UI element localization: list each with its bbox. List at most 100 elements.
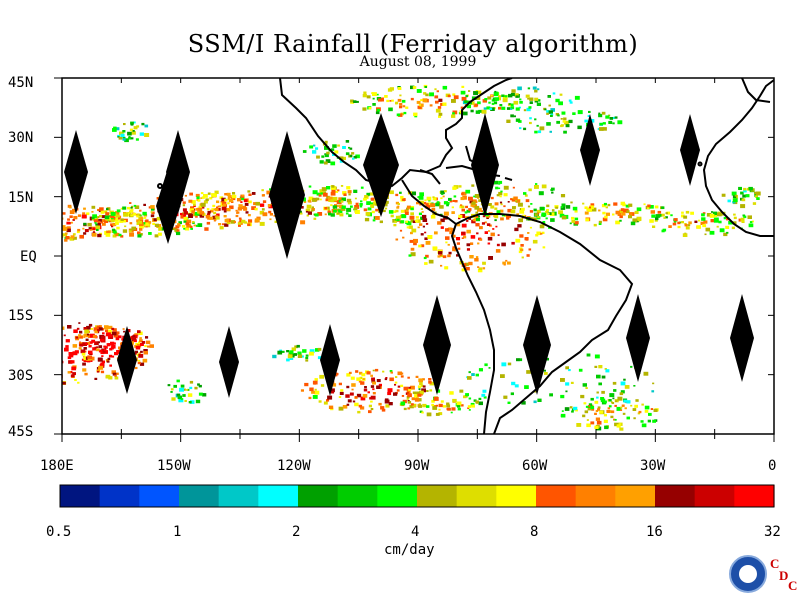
- rain-cell: [201, 206, 205, 209]
- lat-label: 15N: [8, 190, 33, 206]
- rain-cell: [47, 231, 52, 235]
- rain-cell: [365, 212, 371, 216]
- rain-cell: [517, 86, 522, 91]
- rain-cell: [654, 205, 659, 209]
- rain-cell: [424, 231, 427, 234]
- rain-cell: [79, 234, 84, 239]
- rain-cell: [198, 392, 203, 396]
- rain-cell: [13, 339, 18, 343]
- rain-cell: [353, 189, 358, 193]
- rain-cell: [490, 205, 494, 209]
- rain-cell: [105, 332, 111, 337]
- rain-cell: [622, 412, 626, 415]
- rain-cell: [106, 230, 111, 234]
- rain-cell: [641, 403, 644, 406]
- rain-cell: [510, 108, 513, 110]
- rain-cell: [362, 378, 365, 380]
- rain-cell: [519, 100, 523, 104]
- rain-cell: [477, 242, 480, 245]
- rain-cell: [194, 386, 198, 390]
- rain-cell: [481, 222, 485, 225]
- rain-cell: [585, 405, 589, 408]
- rain-cell: [210, 209, 214, 213]
- rain-cell: [115, 214, 120, 218]
- rain-cell: [446, 402, 450, 406]
- rain-cell: [713, 218, 719, 223]
- rain-cell: [198, 205, 203, 209]
- rain-cell: [456, 242, 460, 245]
- rain-cell: [111, 327, 115, 330]
- rain-cell: [406, 226, 410, 229]
- rain-cell: [76, 230, 80, 234]
- rain-cell: [69, 215, 73, 218]
- rain-cell: [452, 199, 456, 202]
- rain-cell: [465, 205, 468, 209]
- rain-cell: [482, 215, 486, 218]
- rain-cell: [247, 190, 251, 193]
- rain-cell: [546, 212, 550, 215]
- rain-cell: [57, 377, 60, 379]
- rain-cell: [588, 110, 591, 113]
- rain-cell: [378, 98, 382, 102]
- rain-cell: [590, 397, 594, 401]
- rain-cell: [76, 327, 80, 330]
- rain-cell: [116, 226, 120, 230]
- rain-cell: [351, 152, 355, 155]
- rain-cell: [35, 214, 37, 216]
- rain-cell: [44, 331, 47, 334]
- rain-cell: [719, 228, 725, 233]
- rain-cell: [360, 396, 366, 401]
- rain-cell: [212, 193, 217, 198]
- rain-cell: [598, 209, 601, 212]
- rain-cell: [517, 202, 523, 207]
- rain-cell: [402, 236, 405, 239]
- rain-cell: [370, 395, 376, 400]
- rain-cell: [306, 214, 309, 217]
- cdc-letter: C: [788, 578, 798, 593]
- rain-cell: [345, 152, 350, 156]
- rain-cell: [180, 214, 186, 219]
- rain-cell: [435, 404, 439, 407]
- rain-cell: [432, 197, 437, 201]
- rain-cell: [546, 110, 550, 113]
- colorbar-swatch: [417, 485, 458, 507]
- rain-cell: [515, 95, 519, 98]
- rain-cell: [243, 199, 248, 203]
- rain-cell: [535, 183, 538, 185]
- rain-cell: [119, 131, 124, 136]
- rain-cell: [523, 192, 527, 195]
- rain-cell: [508, 93, 513, 98]
- rain-cell: [419, 192, 424, 197]
- rain-cell: [543, 369, 546, 372]
- rain-cell: [191, 200, 196, 204]
- rain-cell: [99, 363, 105, 368]
- missing-swath: [156, 168, 180, 244]
- rain-cell: [137, 213, 140, 216]
- rain-cell: [430, 203, 436, 208]
- rain-cell: [584, 211, 589, 215]
- lat-label: EQ: [20, 249, 37, 265]
- lat-label: 45N: [8, 75, 33, 91]
- rain-cell: [272, 354, 277, 359]
- rain-cell: [345, 140, 350, 143]
- rain-cell: [38, 226, 41, 228]
- rain-cell: [243, 207, 248, 211]
- rain-cell: [38, 210, 42, 213]
- rain-cell: [46, 327, 50, 331]
- rain-cell: [321, 155, 325, 158]
- rain-cell: [527, 205, 531, 208]
- rain-cell: [397, 371, 402, 376]
- rain-cell: [515, 199, 521, 203]
- rain-cell: [342, 191, 347, 195]
- rain-cell: [473, 399, 477, 402]
- rain-cell: [311, 209, 314, 212]
- rain-cell: [475, 373, 479, 377]
- rain-cell: [561, 111, 566, 115]
- rain-cell: [366, 201, 371, 205]
- rain-cell: [170, 391, 173, 393]
- rain-cell: [177, 223, 180, 226]
- rain-cell: [408, 386, 411, 389]
- rain-cell: [338, 382, 342, 386]
- rain-cell: [327, 196, 333, 201]
- rain-cell: [590, 406, 595, 409]
